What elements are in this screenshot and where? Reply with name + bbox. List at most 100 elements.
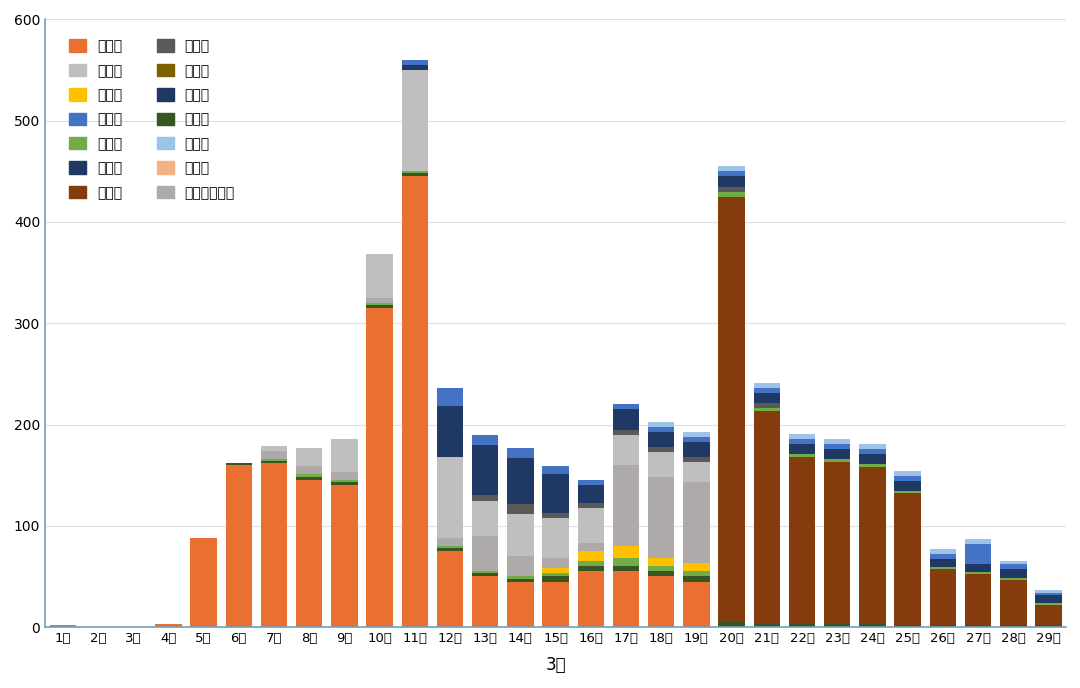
- Bar: [684, 577, 710, 581]
- Bar: [824, 624, 850, 627]
- Bar: [964, 572, 991, 574]
- Bar: [1000, 570, 1026, 574]
- Bar: [1036, 625, 1062, 627]
- Bar: [296, 474, 322, 477]
- Bar: [930, 625, 956, 627]
- Bar: [754, 403, 780, 409]
- Bar: [1000, 579, 1026, 625]
- Bar: [612, 435, 639, 465]
- Bar: [930, 559, 956, 564]
- Bar: [436, 437, 463, 457]
- Bar: [472, 572, 498, 574]
- Bar: [366, 303, 393, 305]
- Bar: [260, 446, 287, 451]
- Bar: [296, 466, 322, 474]
- Bar: [402, 173, 428, 176]
- Bar: [612, 558, 639, 566]
- Bar: [542, 574, 569, 577]
- Bar: [260, 463, 287, 627]
- Bar: [788, 439, 815, 444]
- Bar: [542, 466, 569, 474]
- Bar: [508, 581, 534, 627]
- Bar: [754, 393, 780, 398]
- Bar: [436, 546, 463, 548]
- Bar: [1036, 605, 1062, 625]
- Bar: [788, 454, 815, 457]
- Bar: [894, 493, 921, 625]
- Bar: [332, 472, 357, 480]
- Bar: [718, 186, 745, 191]
- Bar: [718, 171, 745, 176]
- Bar: [1000, 564, 1026, 570]
- Bar: [684, 581, 710, 627]
- Bar: [332, 439, 357, 472]
- Bar: [1000, 574, 1026, 577]
- Bar: [824, 449, 850, 454]
- Bar: [754, 409, 780, 411]
- Bar: [894, 491, 921, 493]
- Bar: [684, 447, 710, 457]
- Bar: [930, 568, 956, 570]
- Bar: [542, 558, 569, 568]
- Bar: [824, 459, 850, 462]
- Bar: [1000, 625, 1026, 627]
- Bar: [578, 566, 604, 572]
- Bar: [508, 556, 534, 577]
- Bar: [612, 414, 639, 429]
- Bar: [754, 398, 780, 403]
- Bar: [402, 65, 428, 70]
- Bar: [436, 407, 463, 437]
- Bar: [508, 514, 534, 556]
- Bar: [50, 625, 76, 627]
- Bar: [1036, 590, 1062, 592]
- Bar: [1036, 592, 1062, 594]
- Bar: [472, 495, 498, 501]
- Bar: [930, 570, 956, 625]
- Bar: [402, 60, 428, 65]
- Bar: [472, 574, 498, 577]
- Bar: [436, 388, 463, 407]
- Bar: [824, 444, 850, 449]
- Bar: [260, 459, 287, 461]
- Bar: [648, 422, 674, 427]
- Bar: [788, 624, 815, 627]
- Bar: [684, 482, 710, 563]
- Bar: [366, 255, 393, 298]
- Bar: [612, 546, 639, 558]
- Bar: [612, 465, 639, 546]
- Bar: [508, 458, 534, 473]
- Bar: [684, 437, 710, 442]
- Bar: [402, 70, 428, 171]
- Bar: [578, 551, 604, 561]
- Bar: [578, 572, 604, 627]
- Bar: [612, 409, 639, 414]
- Bar: [788, 444, 815, 449]
- Bar: [366, 308, 393, 627]
- Bar: [648, 566, 674, 572]
- Bar: [964, 570, 991, 572]
- Bar: [648, 452, 674, 477]
- Bar: [542, 568, 569, 574]
- Bar: [1036, 600, 1062, 603]
- Bar: [472, 465, 498, 495]
- Bar: [1036, 603, 1062, 605]
- Bar: [684, 457, 710, 462]
- Bar: [860, 467, 886, 624]
- Bar: [718, 176, 745, 182]
- Bar: [718, 166, 745, 171]
- Bar: [260, 451, 287, 459]
- Bar: [684, 462, 710, 482]
- Bar: [718, 622, 745, 627]
- Bar: [964, 539, 991, 544]
- Bar: [648, 427, 674, 431]
- Bar: [612, 566, 639, 572]
- Bar: [402, 171, 428, 173]
- Bar: [754, 388, 780, 393]
- Bar: [190, 538, 217, 627]
- Bar: [1000, 561, 1026, 564]
- Bar: [964, 544, 991, 564]
- Bar: [366, 305, 393, 308]
- Bar: [436, 457, 463, 538]
- Bar: [472, 501, 498, 536]
- Bar: [930, 549, 956, 555]
